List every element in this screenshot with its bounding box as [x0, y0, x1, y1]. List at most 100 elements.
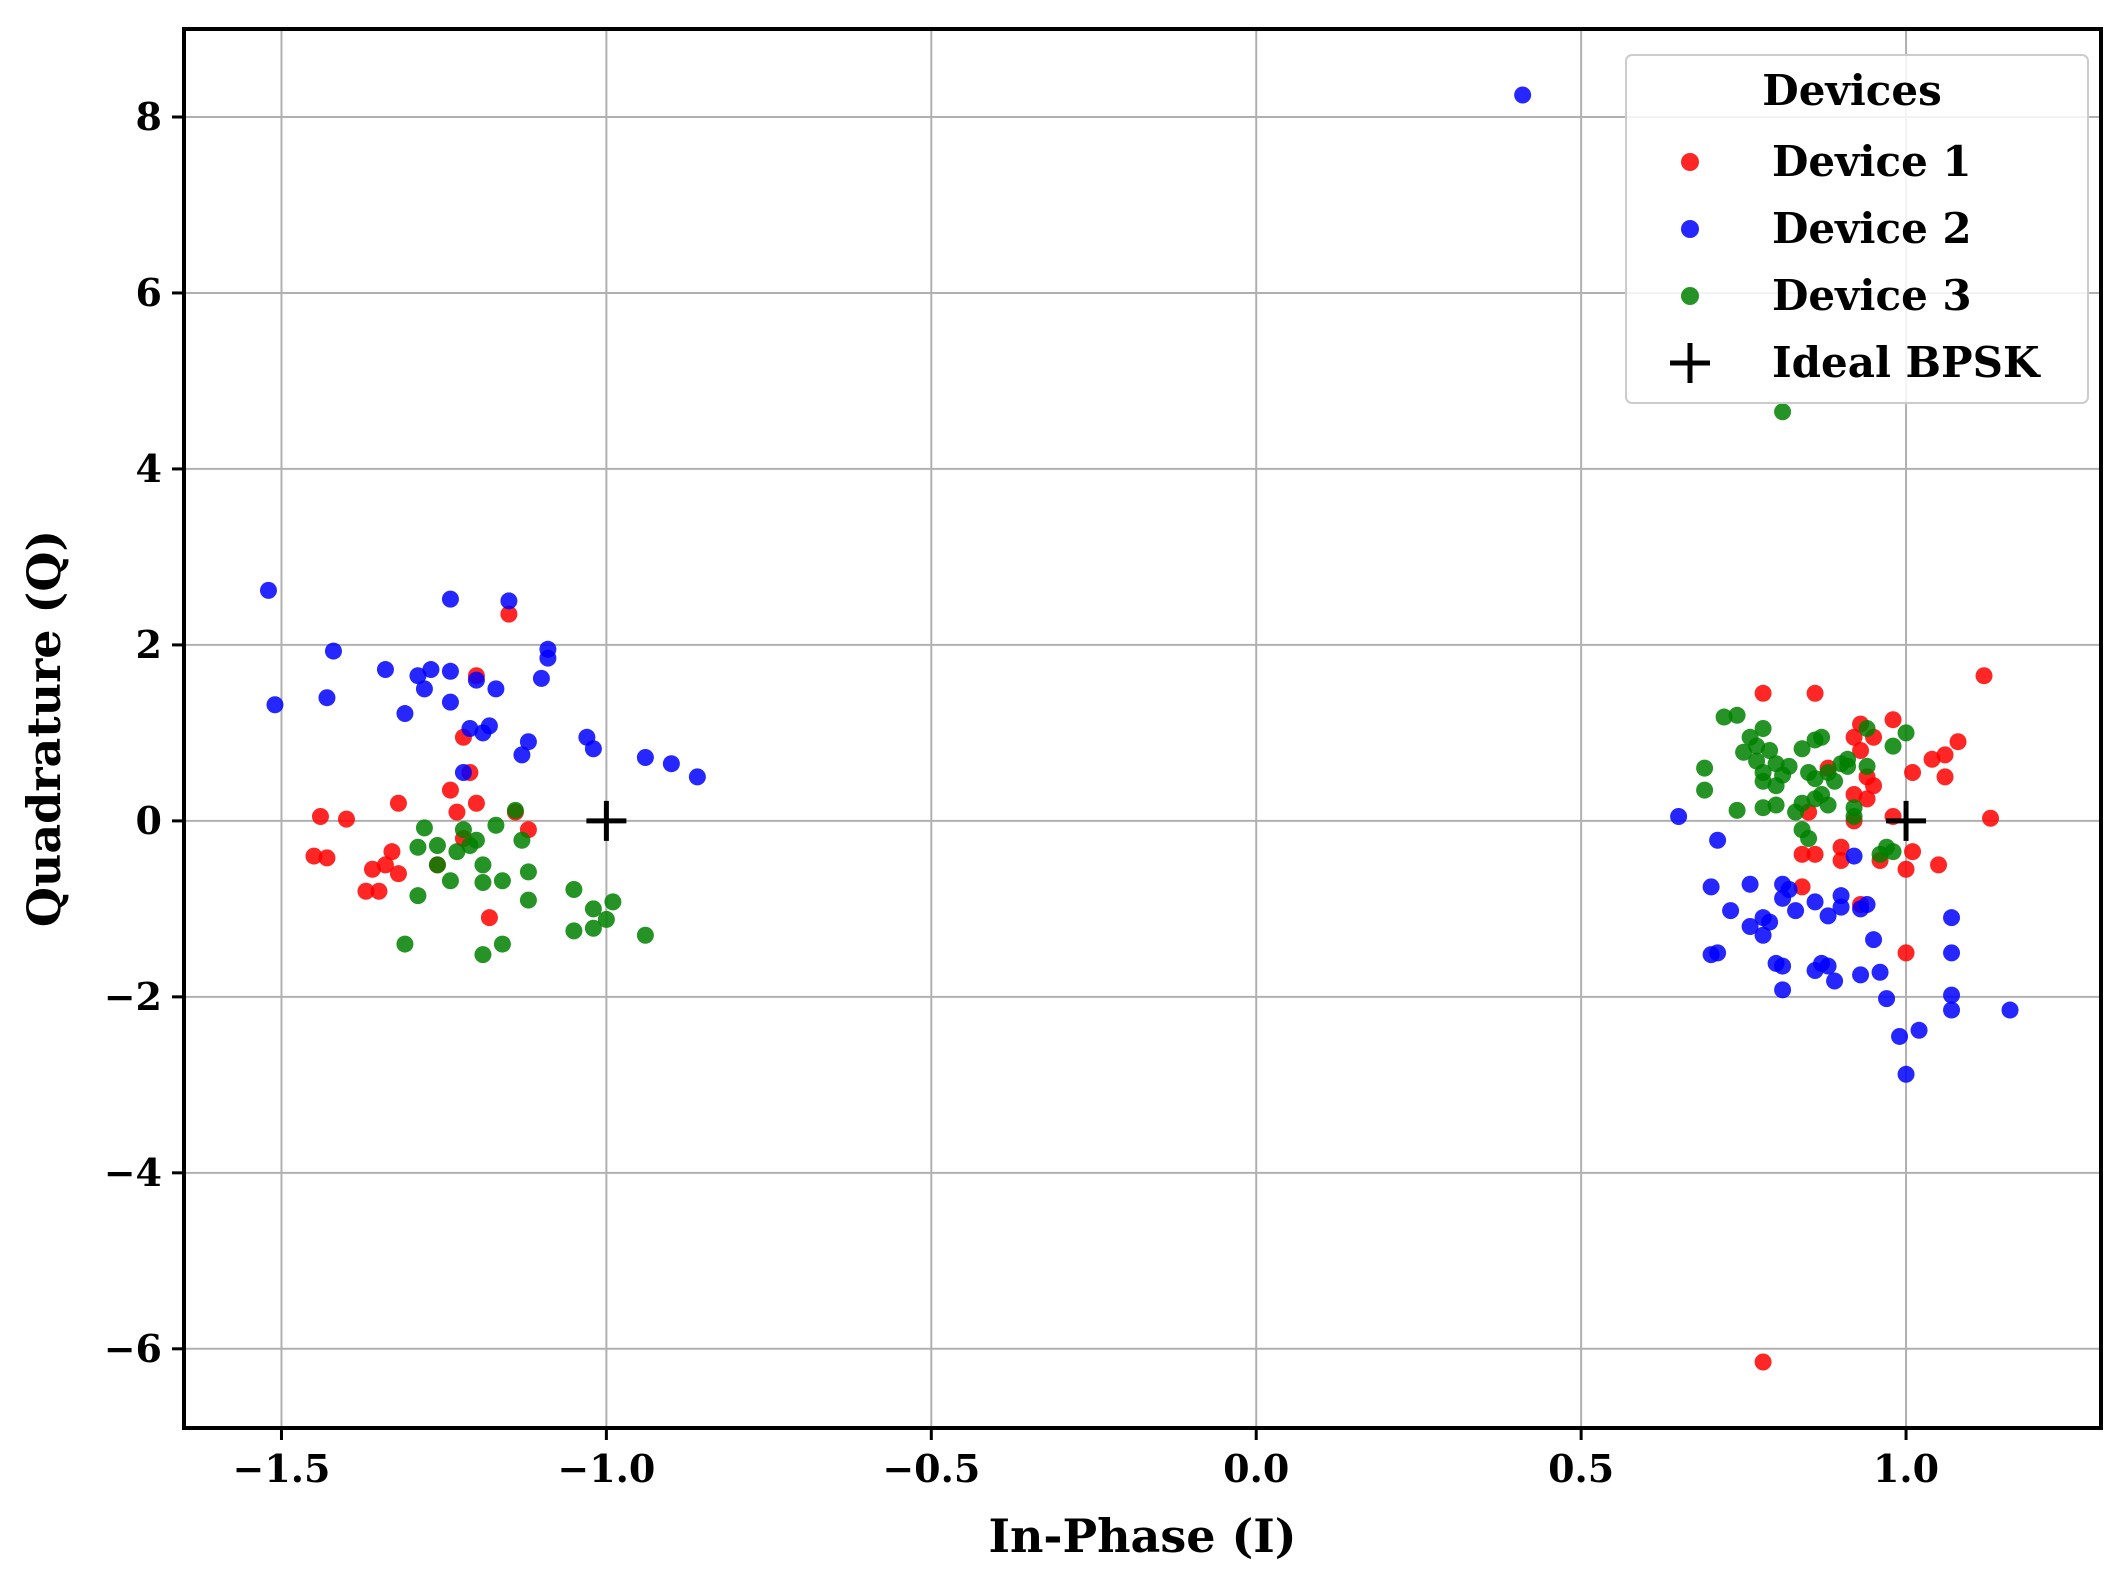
device-1-point: [318, 849, 336, 867]
device-2-point: [1943, 1001, 1961, 1019]
y-tick-label: 4: [136, 446, 162, 491]
legend-label: Ideal BPSK: [1772, 338, 2041, 387]
device-1-point: [1897, 944, 1915, 962]
device-1-point: [448, 803, 466, 821]
device-3-point: [604, 893, 622, 911]
grid-lines: [184, 29, 2101, 1428]
y-axis-ticks: −6 −4 −2 0 2 4 6 8: [104, 94, 184, 1371]
device-1-point: [363, 860, 381, 878]
device-1-point: [389, 794, 407, 812]
device-3-point: [1793, 794, 1811, 812]
device-1-point: [1832, 851, 1850, 869]
legend-label: Device 2: [1772, 204, 1972, 253]
device-3-point: [1754, 799, 1772, 817]
x-tick-label: 1.0: [1873, 1446, 1939, 1491]
legend-marker: [1681, 220, 1699, 238]
device-3-point: [1696, 781, 1714, 799]
device-1-point: [305, 847, 323, 865]
device-2-point: [259, 581, 277, 599]
device-2-point: [1774, 957, 1792, 975]
device-3-point: [1858, 757, 1876, 775]
device-1-point: [1904, 763, 1922, 781]
device-2-point: [487, 680, 505, 698]
device-3-point: [1696, 759, 1714, 777]
x-tick-label: −1.0: [557, 1446, 655, 1491]
y-tick-label: 8: [136, 94, 162, 139]
device-3-point: [584, 919, 602, 937]
device-3-point: [1858, 720, 1876, 737]
device-1-point: [467, 794, 485, 812]
device-2-point: [1514, 86, 1532, 104]
device-2-point: [2001, 1001, 2019, 1019]
legend-label: Device 1: [1772, 137, 1972, 186]
device-3-point: [1813, 728, 1831, 746]
device-2-point: [1910, 1021, 1928, 1039]
device-1-point: [389, 865, 407, 883]
device-2-point: [1754, 926, 1772, 944]
legend-item-device-1: Device 1: [1681, 137, 1972, 186]
device-2-point: [1774, 889, 1792, 907]
device-3-point: [448, 843, 466, 861]
device-1-point: [1975, 667, 1993, 685]
device-1-point: [370, 882, 388, 900]
data-points: [259, 86, 2019, 1371]
device-2-point: [1702, 878, 1720, 896]
device-2-point: [513, 746, 531, 764]
device-1-point: [1982, 809, 2000, 827]
device-2-point: [396, 705, 414, 723]
device-2-point: [467, 671, 485, 689]
device-2-point: [454, 763, 472, 781]
device-3-point: [565, 922, 583, 940]
device-3-point: [461, 837, 479, 855]
legend: Devices Device 1 Device 2 Device 3 Ideal BP…: [1625, 54, 2089, 404]
y-axis-title: Quadrature (Q): [17, 530, 71, 927]
device-1-point: [1754, 1353, 1772, 1371]
x-tick-label: 0.5: [1548, 1446, 1614, 1491]
device-3-point: [493, 872, 511, 890]
device-2-point: [1741, 917, 1759, 935]
legend-box: [1625, 54, 2089, 404]
plot-frame: [182, 27, 2103, 1430]
device-2-point: [539, 640, 557, 658]
device-3-point: [513, 831, 531, 849]
legend-marker: [1681, 287, 1699, 305]
device-3-point: [474, 856, 492, 874]
device-2-point: [461, 720, 479, 737]
device-2-point: [1761, 913, 1779, 931]
device-2-point: [1943, 944, 1961, 962]
device-2-point: [1709, 831, 1727, 849]
device-3-point: [487, 816, 505, 834]
device-1-point: [1793, 845, 1811, 863]
device-3-point: [1845, 807, 1863, 825]
device-2-point: [441, 693, 459, 711]
device-1-point: [1754, 684, 1772, 702]
device-3-point: [441, 872, 459, 890]
device-2-point: [1878, 990, 1896, 1008]
device-3-point: [454, 821, 472, 839]
device-2-point: [1871, 963, 1889, 981]
device-2-point: [1774, 981, 1792, 999]
device-3-point: [428, 856, 446, 874]
device-3-point: [1884, 737, 1902, 755]
device-1-point: [1845, 785, 1863, 803]
device-2-point: [1806, 893, 1824, 911]
device-1-point: [1936, 768, 1954, 786]
legend-item-ideal-bpsk: Ideal BPSK: [1670, 338, 2041, 387]
device-2-point: [1787, 902, 1805, 920]
device-2-point: [1806, 961, 1824, 979]
x-tick-label: 0.0: [1223, 1446, 1289, 1491]
device-1-point: [1930, 856, 1948, 874]
device-2-point: [441, 590, 459, 608]
device-3-point: [1780, 757, 1798, 775]
device-3-point: [565, 881, 583, 899]
device-1-point: [1865, 777, 1883, 795]
legend-title: Devices: [1762, 66, 1941, 115]
y-tick-label: −2: [104, 974, 162, 1019]
device-1-point: [1806, 845, 1824, 863]
device-3-point: [1754, 772, 1772, 790]
device-3-point: [519, 863, 537, 881]
device-1-point: [1884, 711, 1902, 729]
device-2-point: [1722, 902, 1740, 920]
device-3-point: [415, 819, 433, 837]
